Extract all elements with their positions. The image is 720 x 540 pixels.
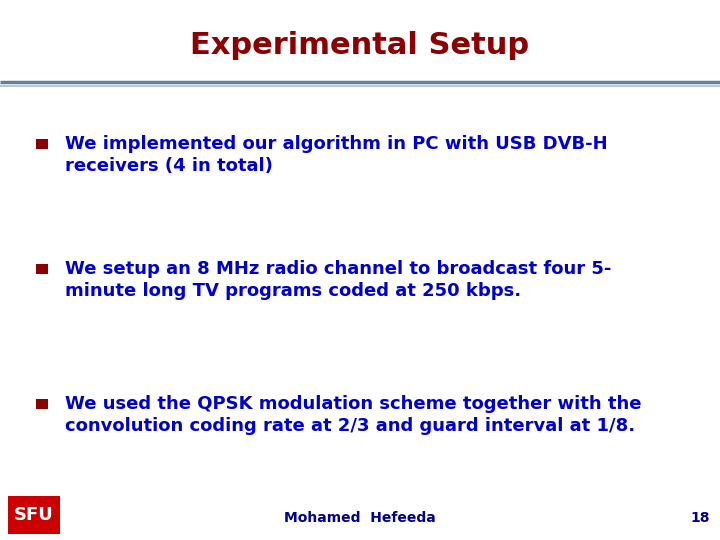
Bar <box>36 139 48 149</box>
Text: SFU: SFU <box>14 506 54 524</box>
Text: We setup an 8 MHz radio channel to broadcast four 5-: We setup an 8 MHz radio channel to broad… <box>65 260 611 278</box>
Text: receivers (4 in total): receivers (4 in total) <box>65 157 273 175</box>
Text: convolution coding rate at 2/3 and guard interval at 1/8.: convolution coding rate at 2/3 and guard… <box>65 417 635 435</box>
Bar <box>36 399 48 409</box>
Bar <box>8 496 60 534</box>
Bar <box>36 264 48 274</box>
Text: We implemented our algorithm in PC with USB DVB-H: We implemented our algorithm in PC with … <box>65 135 608 153</box>
Text: Experimental Setup: Experimental Setup <box>190 30 530 59</box>
Text: minute long TV programs coded at 250 kbps.: minute long TV programs coded at 250 kbp… <box>65 282 521 300</box>
Text: We used the QPSK modulation scheme together with the: We used the QPSK modulation scheme toget… <box>65 395 642 413</box>
Text: 18: 18 <box>690 511 710 525</box>
Text: Mohamed  Hefeeda: Mohamed Hefeeda <box>284 511 436 525</box>
